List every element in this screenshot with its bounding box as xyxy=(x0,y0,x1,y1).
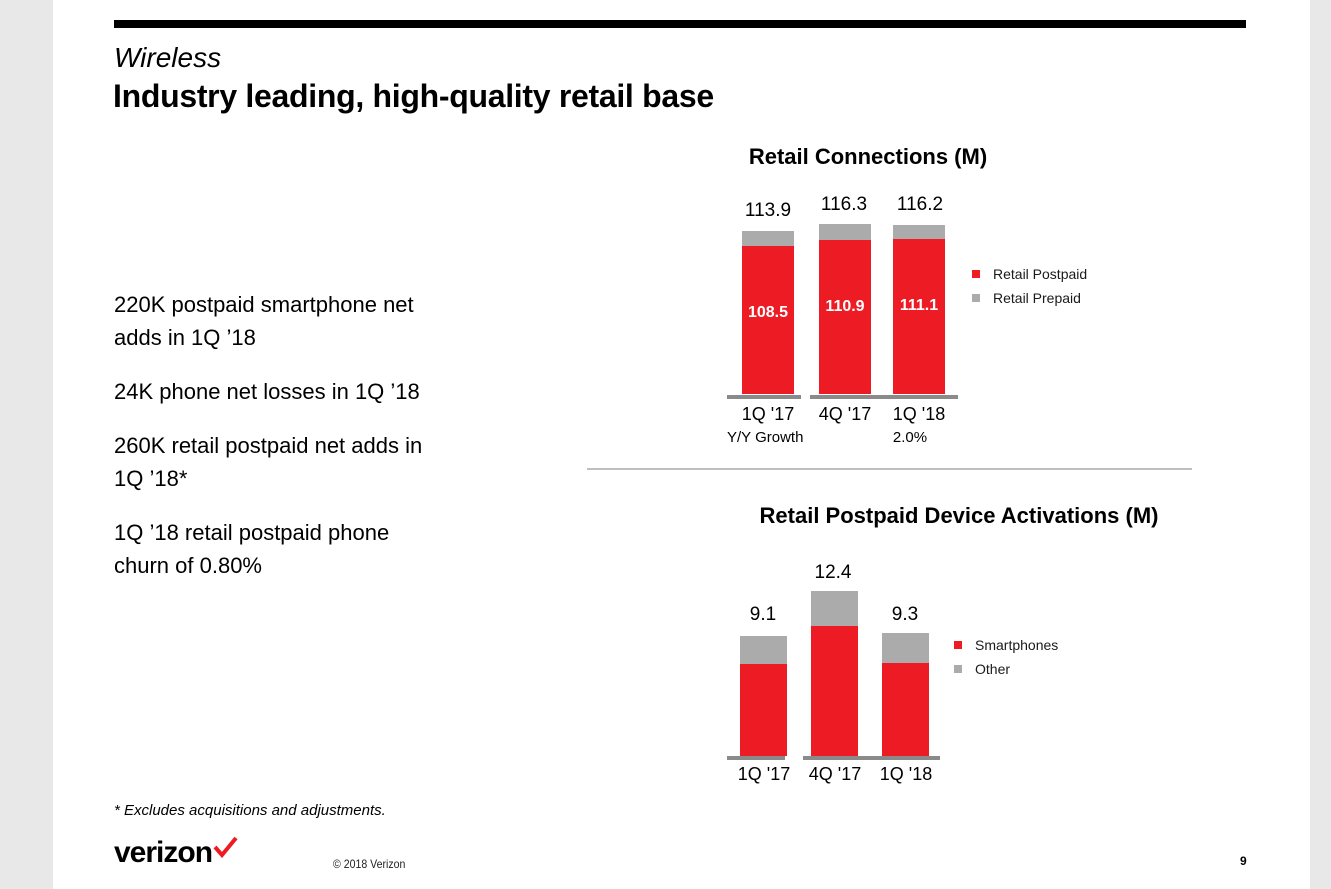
legend-swatch-smartphones-icon xyxy=(954,641,962,649)
bar-segment-prepaid xyxy=(742,231,794,246)
section-eyebrow: Wireless xyxy=(114,42,222,73)
x-axis-line xyxy=(810,395,958,399)
chart-legend: Retail Postpaid Retail Prepaid xyxy=(972,262,1087,310)
bar-value-label: 108.5 xyxy=(747,304,789,321)
bar-segment-postpaid: 111.1 xyxy=(893,239,945,394)
yoy-growth-value: 2.0% xyxy=(892,429,928,446)
chart-title: Retail Connections (M) xyxy=(748,144,988,169)
bar-value-label: 110.9 xyxy=(825,298,865,315)
verizon-logo: verizon xyxy=(114,836,238,869)
bar-total-label: 116.3 xyxy=(820,194,868,215)
slide-title: Industry leading, high-quality retail ba… xyxy=(113,78,714,114)
legend-swatch-prepaid-icon xyxy=(972,294,980,302)
legend-label: Smartphones xyxy=(975,637,1059,653)
bar-segment-smartphones xyxy=(882,663,929,756)
yoy-growth-label: Y/Y Growth xyxy=(727,429,804,446)
bar-segment-prepaid xyxy=(893,225,945,239)
bar-segment-postpaid: 108.5 xyxy=(742,246,794,394)
page-number: 9 xyxy=(1240,854,1247,868)
legend-row: Retail Postpaid xyxy=(972,262,1087,286)
chart-legend: Smartphones Other xyxy=(954,633,1058,681)
key-points: 220K postpaid smartphone net adds in 1Q … xyxy=(114,288,564,603)
x-axis-label: 1Q '18 xyxy=(879,764,933,784)
legend-row: Other xyxy=(954,657,1058,681)
bullet-item: 24K phone net losses in 1Q ’18 xyxy=(114,379,420,404)
slide-background xyxy=(53,0,1310,889)
x-axis-line xyxy=(727,395,801,399)
legend-row: Smartphones xyxy=(954,633,1058,657)
bar-segment-smartphones xyxy=(740,664,787,756)
bar-total-label: 9.3 xyxy=(891,604,919,625)
footnote: * Excludes acquisitions and adjustments. xyxy=(114,802,386,819)
bar-segment-smartphones xyxy=(811,626,858,756)
bar-value-label: 111.1 xyxy=(899,297,939,314)
bar-total-label: 113.9 xyxy=(744,200,792,221)
legend-swatch-other-icon xyxy=(954,665,962,673)
bar-total-label: 9.1 xyxy=(749,604,777,625)
x-axis-label: 1Q '18 xyxy=(892,404,946,424)
x-axis-label: 1Q '17 xyxy=(737,764,791,784)
bullet-item: 1Q ’18 retail postpaid phone churn of 0.… xyxy=(114,520,390,578)
top-accent-bar xyxy=(114,20,1246,28)
x-axis-label: 4Q '17 xyxy=(818,404,872,424)
x-axis-line xyxy=(727,756,785,760)
legend-label: Other xyxy=(975,661,1011,677)
verizon-logo-text: verizon xyxy=(114,836,213,869)
bar-segment-postpaid: 110.9 xyxy=(819,240,871,394)
bar-segment-prepaid xyxy=(819,224,871,240)
verizon-checkmark-icon xyxy=(213,836,238,858)
legend-swatch-postpaid-icon xyxy=(972,270,980,278)
bullet-item: 220K postpaid smartphone net adds in 1Q … xyxy=(114,292,414,350)
bar-segment-other xyxy=(740,636,787,664)
chart-title: Retail Postpaid Device Activations (M) xyxy=(759,503,1159,528)
x-axis-label: 1Q '17 xyxy=(741,404,795,424)
x-axis-line xyxy=(803,756,940,760)
section-divider xyxy=(587,468,1192,470)
legend-label: Retail Prepaid xyxy=(993,290,1081,306)
x-axis-label: 4Q '17 xyxy=(808,764,862,784)
bullet-item: 260K retail postpaid net adds in 1Q ’18* xyxy=(114,433,423,491)
bar-total-label: 12.4 xyxy=(814,562,852,583)
legend-row: Retail Prepaid xyxy=(972,286,1087,310)
bar-segment-other xyxy=(811,591,858,626)
bar-total-label: 116.2 xyxy=(896,194,944,215)
copyright-text: © 2018 Verizon xyxy=(333,857,406,871)
bar-segment-other xyxy=(882,633,929,663)
legend-label: Retail Postpaid xyxy=(993,266,1088,282)
